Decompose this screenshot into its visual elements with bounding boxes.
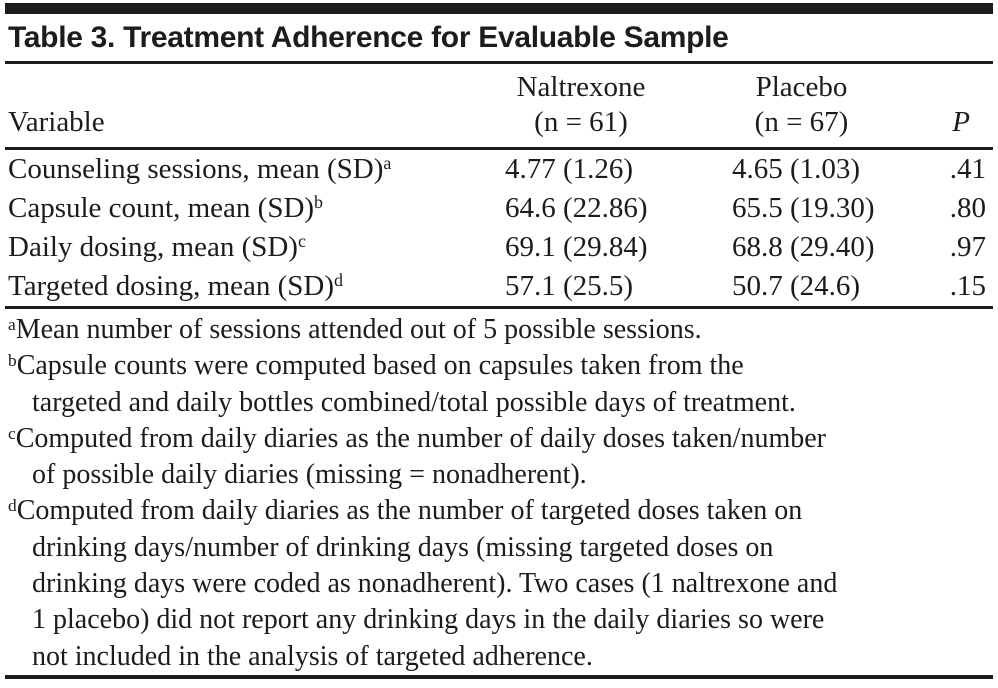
placebo-value: 4.65 (1.03) [732, 153, 861, 185]
naltrexone-value: 4.77 (1.26) [505, 153, 634, 185]
placebo-value: 50.7 (24.6) [732, 270, 861, 302]
footnote-marker: a [383, 153, 392, 173]
footnotes: aMean number of sessions attended out of… [8, 309, 990, 675]
row-variable-label: Capsule count, mean (SD)b [8, 192, 324, 224]
footnote-b: bCapsule counts were computed based on c… [8, 350, 796, 418]
placebo-value: 68.8 (29.40) [732, 231, 875, 263]
column-header-placebo-name: Placebo [755, 71, 848, 103]
table-body: Counseling sessions, mean (SD)a 4.77 (1.… [0, 150, 998, 306]
naltrexone-value: 57.1 (25.5) [505, 270, 634, 302]
footnote-marker: b [8, 351, 17, 371]
top-rule [5, 3, 993, 14]
body-footnote-rule [5, 306, 993, 309]
column-header-naltrexone-n: (n = 61) [534, 106, 628, 138]
column-header-placebo: Placebo (n = 67) [665, 70, 898, 147]
footnote-marker: c [8, 423, 16, 443]
column-header-placebo-n: (n = 67) [754, 106, 849, 138]
column-header-naltrexone: Naltrexone (n = 61) [497, 70, 665, 147]
naltrexone-value: 69.1 (29.84) [505, 231, 648, 263]
footnote-d: dComputed from daily diaries as the numb… [8, 495, 838, 672]
naltrexone-value: 64.6 (22.86) [505, 192, 648, 224]
p-value: .41 [949, 153, 986, 185]
placebo-value: 65.5 (19.30) [732, 192, 875, 224]
column-header-p-value: P [952, 106, 970, 138]
p-value: .80 [949, 192, 986, 224]
row-variable-label: Counseling sessions, mean (SD)a [8, 153, 392, 185]
footnote-marker: a [8, 315, 16, 334]
table-row: Capsule count, mean (SD)b 64.6 (22.86) 6… [8, 189, 990, 228]
p-value: .15 [949, 270, 986, 302]
table-row: Targeted dosing, mean (SD)d 57.1 (25.5) … [8, 267, 990, 306]
column-header-naltrexone-name: Naltrexone [516, 71, 646, 103]
row-variable-label: Targeted dosing, mean (SD)d [8, 270, 344, 302]
footnote-marker: d [8, 496, 17, 516]
table-row: Daily dosing, mean (SD)c 69.1 (29.84) 68… [8, 228, 990, 267]
footnote-c: cComputed from daily diaries as the numb… [8, 422, 826, 491]
footnote-marker: c [297, 231, 306, 251]
footnote-marker: b [314, 192, 324, 212]
row-variable-label: Daily dosing, mean (SD)c [8, 231, 306, 263]
column-header-variable: Variable [8, 106, 105, 138]
title-rule [5, 61, 993, 64]
table-row: Counseling sessions, mean (SD)a 4.77 (1.… [8, 150, 990, 189]
table-title: Table 3. Treatment Adherence for Evaluab… [8, 20, 729, 54]
footnote-marker: d [334, 270, 344, 290]
table-header-row: Variable Naltrexone (n = 61) Placebo (n … [8, 64, 990, 147]
bottom-rule [5, 674, 993, 679]
footnote-a: aMean number of sessions attended out of… [8, 314, 702, 345]
p-value: .97 [949, 231, 986, 263]
header-rule [5, 147, 993, 150]
